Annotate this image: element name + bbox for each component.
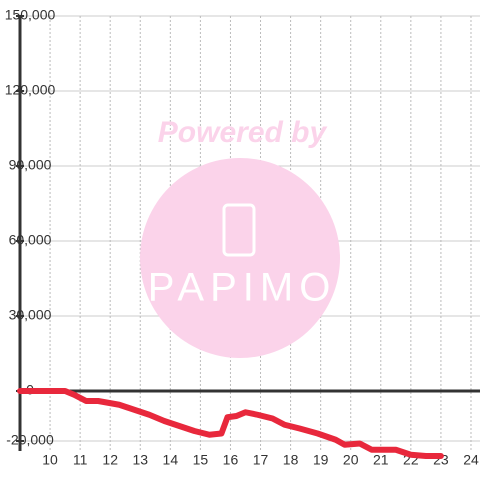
watermark-circle bbox=[140, 158, 340, 358]
x-tick-label: 18 bbox=[283, 452, 299, 468]
x-tick-label: 11 bbox=[73, 452, 88, 468]
y-tick-label: 60,000 bbox=[9, 232, 52, 248]
x-tick-label: 17 bbox=[253, 452, 269, 468]
x-tick-label: 10 bbox=[42, 452, 58, 468]
x-tick-label: 15 bbox=[193, 452, 209, 468]
watermark-logo: PAPIMO bbox=[148, 266, 337, 310]
x-tick-label: 20 bbox=[343, 452, 359, 468]
x-tick-label: 19 bbox=[313, 452, 329, 468]
x-tick-label: 16 bbox=[223, 452, 239, 468]
x-tick-label: 21 bbox=[373, 452, 389, 468]
y-tick-label: -20,000 bbox=[6, 432, 54, 448]
plot: -20,000030,00060,00090,000120,000150,000… bbox=[5, 7, 480, 468]
watermark-icon bbox=[222, 203, 256, 257]
x-tick-label: 24 bbox=[463, 452, 479, 468]
y-tick-label: 30,000 bbox=[9, 307, 52, 323]
watermark-text: Powered by bbox=[158, 116, 328, 149]
x-tick-label: 13 bbox=[132, 452, 148, 468]
data-line bbox=[17, 388, 444, 459]
x-tick-label: 12 bbox=[102, 452, 118, 468]
y-tick-label: 120,000 bbox=[5, 82, 56, 98]
y-tick-label: 90,000 bbox=[9, 157, 52, 173]
y-tick-label: 150,000 bbox=[5, 7, 56, 23]
x-tick-label: 14 bbox=[163, 452, 179, 468]
